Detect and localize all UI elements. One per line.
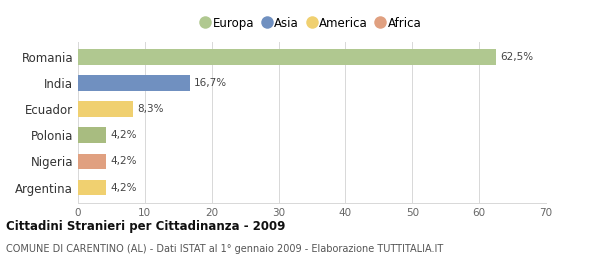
Bar bbox=[78, 49, 496, 65]
Text: 4,2%: 4,2% bbox=[110, 130, 137, 140]
Text: 62,5%: 62,5% bbox=[500, 52, 533, 62]
Text: COMUNE DI CARENTINO (AL) - Dati ISTAT al 1° gennaio 2009 - Elaborazione TUTTITAL: COMUNE DI CARENTINO (AL) - Dati ISTAT al… bbox=[6, 244, 443, 254]
Text: 16,7%: 16,7% bbox=[194, 78, 227, 88]
Bar bbox=[78, 180, 106, 196]
Text: 4,2%: 4,2% bbox=[110, 157, 137, 166]
Text: Cittadini Stranieri per Cittadinanza - 2009: Cittadini Stranieri per Cittadinanza - 2… bbox=[6, 220, 286, 233]
Legend: Europa, Asia, America, Africa: Europa, Asia, America, Africa bbox=[197, 12, 427, 35]
Text: 4,2%: 4,2% bbox=[110, 183, 137, 193]
Bar bbox=[78, 101, 133, 117]
Bar bbox=[78, 154, 106, 169]
Bar bbox=[78, 127, 106, 143]
Bar bbox=[78, 75, 190, 91]
Text: 8,3%: 8,3% bbox=[137, 104, 164, 114]
